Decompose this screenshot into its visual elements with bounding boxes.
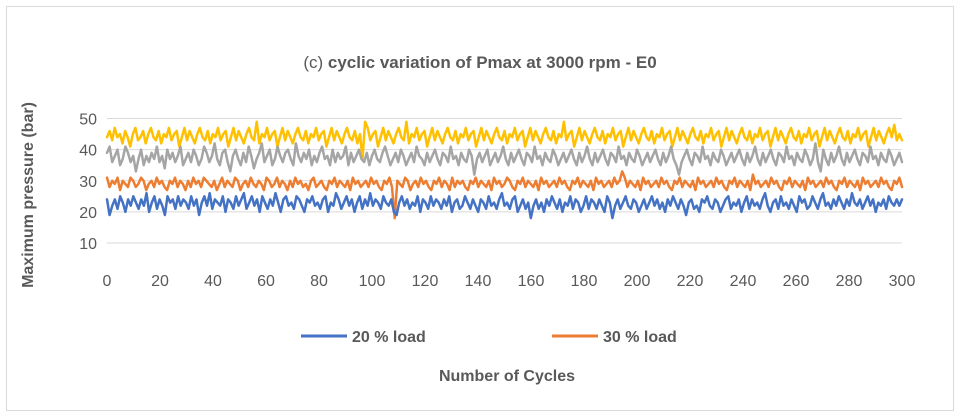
x-tick-label: 80 <box>310 273 328 290</box>
x-tick-labels: 0 20 40 60 80 100 120 140 160 180 200 220 240 260 280 3… <box>103 273 916 290</box>
x-tick-label: 300 <box>889 273 916 290</box>
chart-area: (c) cyclic variation of Pmax at 3000 rpm… <box>6 6 954 411</box>
y-tick-label: 50 <box>79 112 97 129</box>
x-tick-label: 280 <box>836 273 863 290</box>
series-line-3 <box>105 142 904 176</box>
x-tick-label: 120 <box>412 273 439 290</box>
y-tick-label: 20 <box>79 205 97 222</box>
chart-title-main: cyclic variation of Pmax at 3000 rpm - E… <box>328 53 657 72</box>
legend-label-30-load: 30 % load <box>603 329 677 346</box>
series-lines <box>105 120 904 220</box>
series-line-1 <box>105 191 904 220</box>
x-tick-label: 40 <box>204 273 222 290</box>
legend: 20 % load 30 % load <box>301 329 677 346</box>
y-tick-label: 10 <box>79 236 97 253</box>
chart-title: (c) cyclic variation of Pmax at 3000 rpm… <box>303 53 656 72</box>
x-tick-label: 140 <box>465 273 492 290</box>
legend-label-20-load: 20 % load <box>352 329 426 346</box>
chart-svg: (c) cyclic variation of Pmax at 3000 rpm… <box>20 53 916 385</box>
series-line-2 <box>105 170 904 220</box>
x-tick-label: 60 <box>257 273 275 290</box>
x-tick-label: 240 <box>730 273 757 290</box>
x-tick-label: 20 <box>151 273 169 290</box>
x-tick-label: 180 <box>571 273 598 290</box>
x-tick-label: 100 <box>359 273 386 290</box>
y-tick-label: 30 <box>79 174 97 191</box>
chart-title-prefix: (c) <box>303 53 328 72</box>
x-axis-label: Number of Cycles <box>439 368 575 385</box>
x-tick-label: 200 <box>624 273 651 290</box>
x-tick-label: 220 <box>677 273 704 290</box>
series-line-4 <box>105 120 904 161</box>
x-tick-label: 260 <box>783 273 810 290</box>
x-tick-label: 0 <box>103 273 112 290</box>
y-axis-label: Maximum pressure (bar) <box>20 102 37 288</box>
x-tick-label: 160 <box>518 273 545 290</box>
y-tick-label: 40 <box>79 143 97 160</box>
y-tick-labels: 10 20 30 40 50 <box>79 112 97 253</box>
